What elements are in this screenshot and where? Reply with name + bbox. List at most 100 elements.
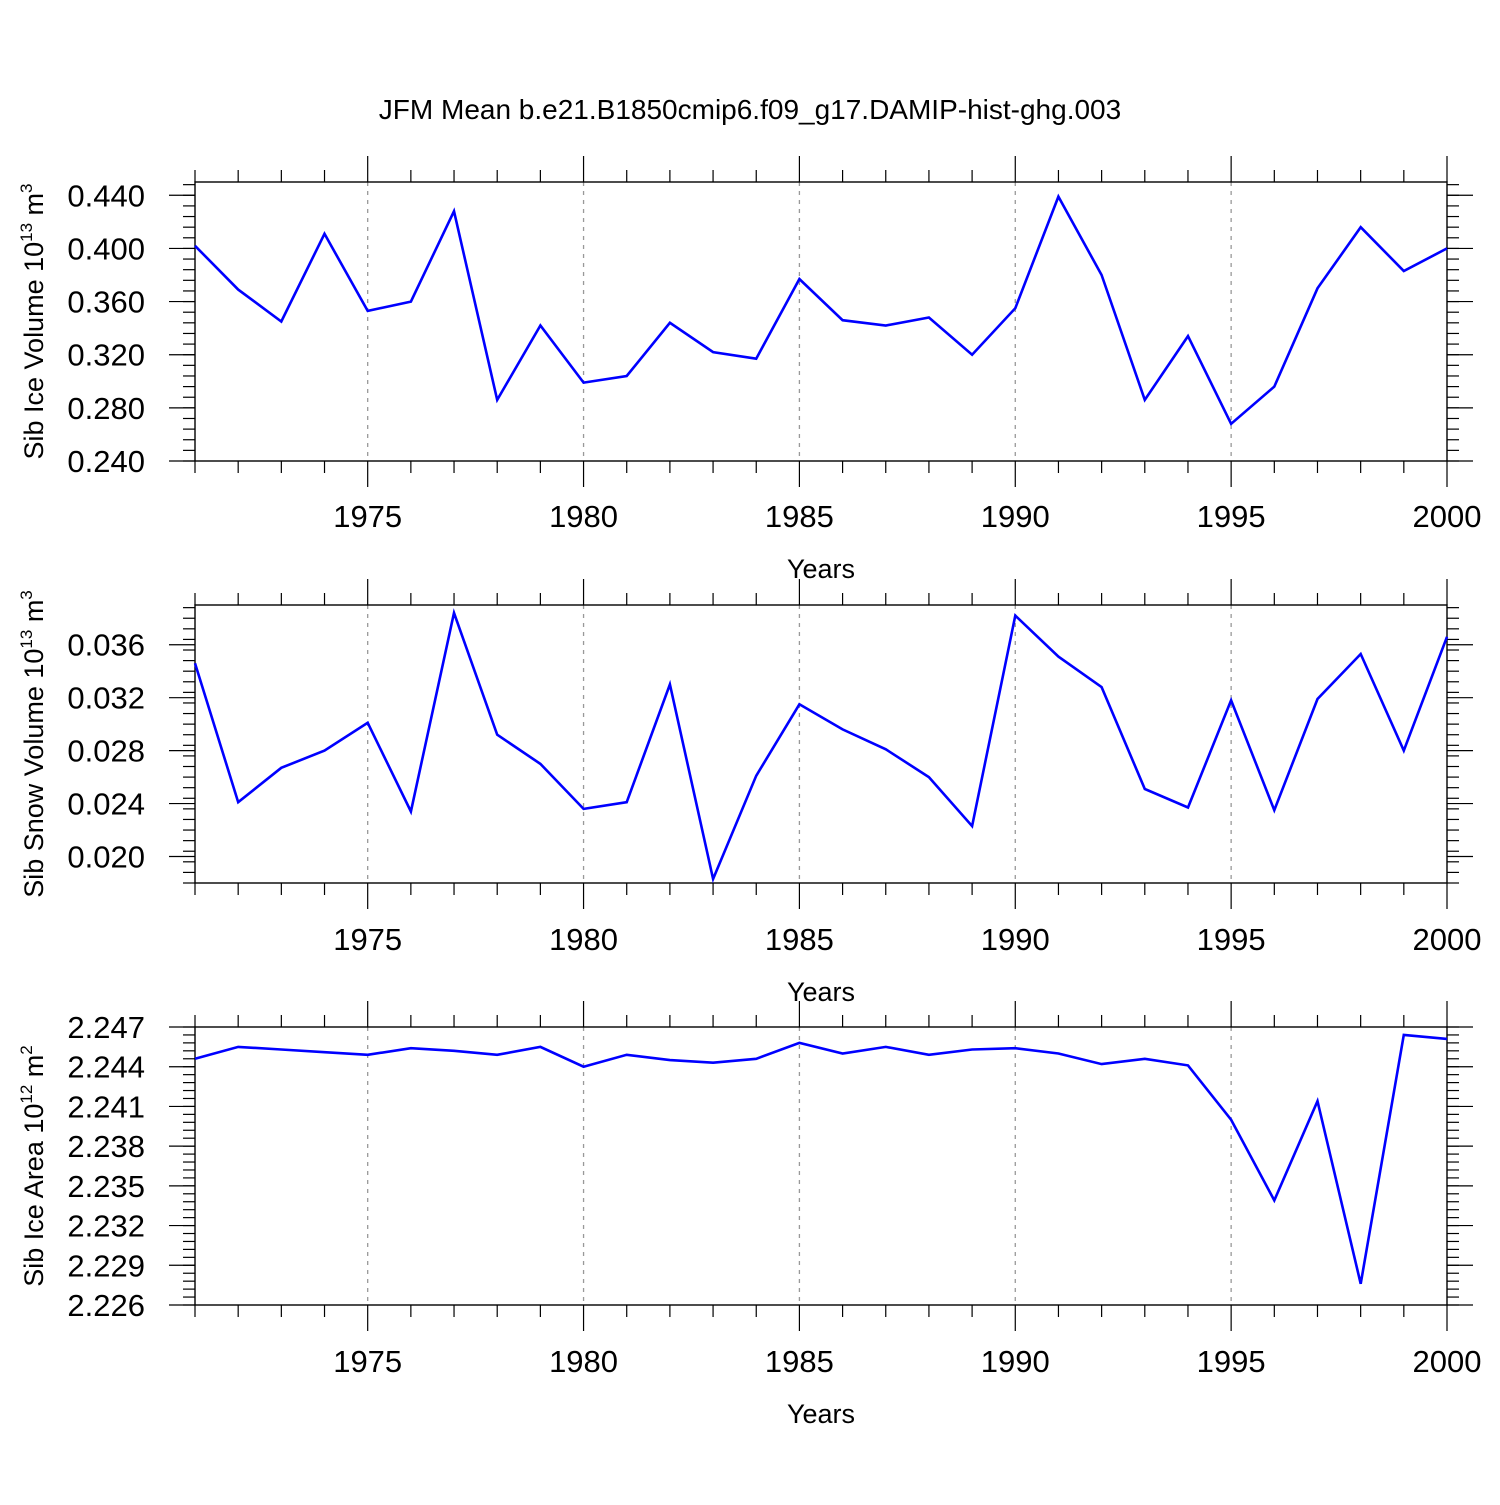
y-axis-title: Sib Ice Volume 1013 m3 — [17, 183, 49, 459]
data-point-1986 — [841, 1051, 845, 1055]
data-point-1992 — [1100, 1062, 1104, 1066]
data-point-1983 — [711, 350, 715, 354]
y-axis-title: Sib Ice Area 1012 m2 — [17, 1045, 49, 1287]
data-point-1971 — [193, 661, 197, 665]
data-point-1975 — [366, 721, 370, 725]
y-axis-title-exponent: 13 — [17, 630, 36, 649]
x-tick-label: 1995 — [1197, 1344, 1266, 1379]
data-point-1989 — [970, 824, 974, 828]
data-point-1994 — [1186, 334, 1190, 338]
data-point-1994 — [1186, 806, 1190, 810]
chart-panel-1: 1975 1980 1985 1990 1995 2000 Years 0.240 0.280 0… — [17, 156, 1481, 584]
data-point-1976 — [409, 1046, 413, 1050]
data-point-2000 — [1445, 635, 1449, 639]
data-point-1978 — [495, 733, 499, 737]
data-point-1973 — [279, 320, 283, 324]
data-point-1993 — [1143, 787, 1147, 791]
chart-title: JFM Mean b.e21.B1850cmip6.f09_g17.DAMIP-… — [379, 94, 1121, 125]
data-point-1974 — [323, 749, 327, 753]
y-tick-label: 0.400 — [67, 231, 145, 266]
data-point-1978 — [495, 398, 499, 402]
data-point-1991 — [1056, 655, 1060, 659]
y-tick-label: 0.440 — [67, 178, 145, 213]
y-tick-label: 2.229 — [67, 1248, 145, 1283]
y-tick-label: 0.020 — [67, 840, 145, 875]
data-point-1999 — [1402, 1033, 1406, 1037]
data-point-1987 — [884, 747, 888, 751]
x-tick-label: 1975 — [333, 1344, 402, 1379]
data-point-1977 — [452, 1049, 456, 1053]
data-point-1990 — [1013, 306, 1017, 310]
x-tick-label: 1980 — [549, 922, 618, 957]
data-point-1973 — [279, 1048, 283, 1052]
data-point-1999 — [1402, 269, 1406, 273]
data-point-1971 — [193, 244, 197, 248]
x-tick-label: 1985 — [765, 499, 834, 534]
data-point-1998 — [1359, 225, 1363, 229]
data-point-1986 — [841, 318, 845, 322]
y-tick-label: 2.244 — [67, 1050, 145, 1085]
data-point-1972 — [236, 288, 240, 292]
data-point-1984 — [754, 357, 758, 361]
x-axis-title: Years — [787, 1399, 855, 1429]
data-point-1976 — [409, 810, 413, 814]
data-point-1979 — [538, 762, 542, 766]
x-tick-label: 1990 — [981, 922, 1050, 957]
x-tick-label: 1975 — [333, 499, 402, 534]
x-tick-label: 2000 — [1413, 922, 1482, 957]
x-tick-label: 1990 — [981, 1344, 1050, 1379]
data-point-1981 — [625, 1053, 629, 1057]
y-tick-label: 0.280 — [67, 391, 145, 426]
data-point-1996 — [1272, 385, 1276, 389]
data-point-1997 — [1315, 1099, 1319, 1103]
data-point-1990 — [1013, 1046, 1017, 1050]
y-tick-label: 2.226 — [67, 1288, 145, 1323]
data-point-1973 — [279, 766, 283, 770]
data-point-1995 — [1229, 698, 1233, 702]
data-point-1994 — [1186, 1063, 1190, 1067]
data-point-1990 — [1013, 614, 1017, 618]
y-tick-label: 2.232 — [67, 1209, 145, 1244]
data-point-1983 — [711, 877, 715, 881]
data-point-1980 — [582, 807, 586, 811]
data-point-1981 — [625, 374, 629, 378]
data-point-1975 — [366, 309, 370, 313]
x-axis-title: Years — [787, 554, 855, 584]
y-axis-title-unit-exponent: 3 — [17, 590, 36, 599]
data-point-1995 — [1229, 422, 1233, 426]
data-point-1995 — [1229, 1118, 1233, 1122]
x-tick-label: 1995 — [1197, 499, 1266, 534]
data-point-1976 — [409, 300, 413, 304]
data-point-1989 — [970, 1048, 974, 1052]
data-point-2000 — [1445, 246, 1449, 250]
plot-frame — [194, 1026, 1448, 1306]
y-axis-title-main: Sib Ice Area 10 — [19, 1104, 49, 1287]
data-point-2000 — [1445, 1037, 1449, 1041]
y-tick-label: 2.247 — [67, 1010, 145, 1045]
data-point-1992 — [1100, 273, 1104, 277]
x-tick-label: 2000 — [1413, 499, 1482, 534]
data-point-1991 — [1056, 1051, 1060, 1055]
data-point-1982 — [668, 321, 672, 325]
data-point-1977 — [452, 611, 456, 615]
x-tick-label: 1985 — [765, 1344, 834, 1379]
data-point-1987 — [884, 1045, 888, 1049]
data-point-1992 — [1100, 685, 1104, 689]
data-point-1980 — [582, 1065, 586, 1069]
data-point-1986 — [841, 727, 845, 731]
x-tick-label: 1995 — [1197, 922, 1266, 957]
y-axis-title-unit: m — [19, 1055, 49, 1085]
data-point-1974 — [323, 232, 327, 236]
data-point-1987 — [884, 323, 888, 327]
y-axis-title-main: Sib Ice Volume 10 — [19, 242, 49, 460]
data-point-1991 — [1056, 195, 1060, 199]
data-point-1998 — [1359, 652, 1363, 656]
chart-panel-2: 1975 1980 1985 1990 1995 2000 Years 0.020 0.024 0… — [17, 579, 1481, 1007]
series-line — [194, 1033, 1448, 1285]
x-tick-label: 1985 — [765, 922, 834, 957]
x-tick-label: 1990 — [981, 499, 1050, 534]
chart-panel-3: 1975 1980 1985 1990 1995 2000 Years 2.226 2.229 2… — [17, 1001, 1481, 1429]
data-point-1972 — [236, 800, 240, 804]
y-axis-title-unit-exponent: 2 — [17, 1045, 36, 1054]
